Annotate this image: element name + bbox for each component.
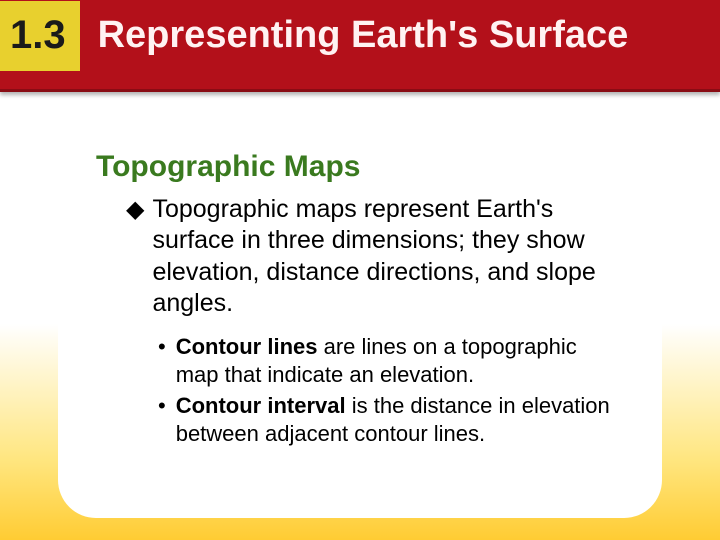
main-point-text: Topographic maps represent Earth's surfa… xyxy=(152,194,624,319)
dot-bullet-icon: • xyxy=(158,333,166,361)
dot-bullet-icon: • xyxy=(158,392,166,420)
sub-bullets: • Contour lines are lines on a topograph… xyxy=(158,333,624,447)
sub-bullet-item: • Contour interval is the distance in el… xyxy=(158,392,624,447)
content-card: Topographic Maps ◆ Topographic maps repr… xyxy=(58,118,662,518)
diamond-bullet-icon: ◆ xyxy=(126,194,144,226)
sub-point-text: Contour interval is the distance in elev… xyxy=(176,392,624,447)
section-number: 1.3 xyxy=(10,13,66,58)
sub-point-bold: Contour lines xyxy=(176,334,318,359)
subtitle: Topographic Maps xyxy=(96,150,624,184)
main-point: ◆ Topographic maps represent Earth's sur… xyxy=(126,194,624,319)
sub-point-text: Contour lines are lines on a topographic… xyxy=(176,333,624,388)
sub-bullet-item: • Contour lines are lines on a topograph… xyxy=(158,333,624,388)
section-number-box: 1.3 xyxy=(0,1,80,71)
sub-point-bold: Contour interval xyxy=(176,393,346,418)
header-title: Representing Earth's Surface xyxy=(98,14,629,57)
header-band: 1.3 Representing Earth's Surface xyxy=(0,0,720,92)
